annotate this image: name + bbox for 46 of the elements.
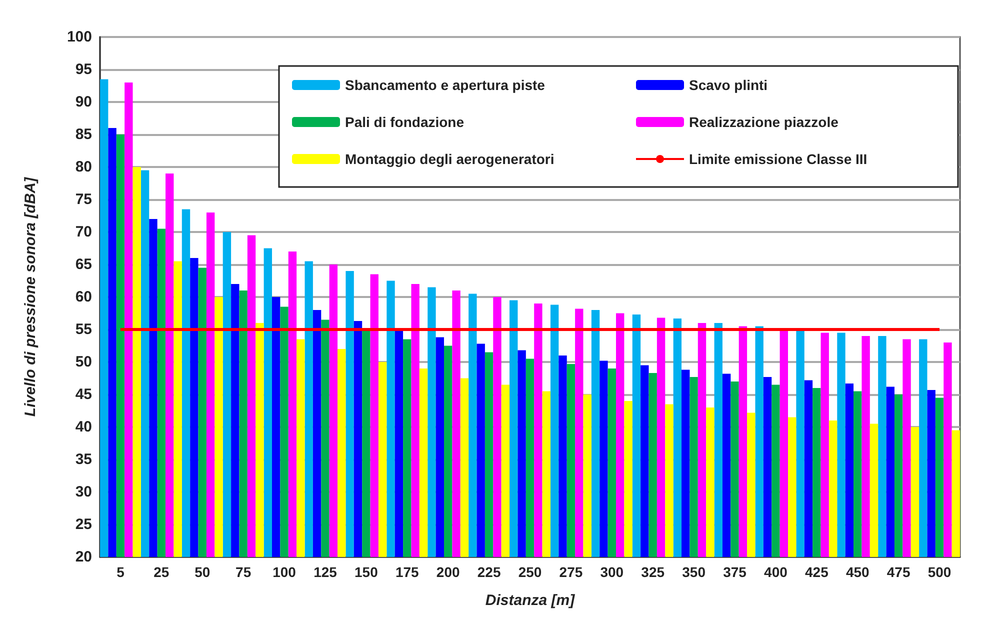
x-tick-label: 75 bbox=[236, 564, 252, 580]
x-tick-label: 175 bbox=[395, 564, 420, 580]
x-tick-label: 325 bbox=[641, 564, 665, 580]
x-tick-label: 5 bbox=[116, 564, 125, 580]
legend-label: Sbancamento e apertura piste bbox=[345, 77, 546, 93]
y-tick-label: 100 bbox=[66, 28, 92, 46]
y-tick-label: 70 bbox=[75, 224, 92, 240]
y-tick-label: 60 bbox=[75, 288, 92, 306]
y-tick-label: 90 bbox=[75, 94, 92, 110]
y-tick-label: 50 bbox=[75, 354, 92, 370]
x-tick-label: 425 bbox=[804, 564, 829, 580]
x-tick-label: 350 bbox=[682, 564, 706, 580]
y-tick-label: 80 bbox=[75, 158, 92, 176]
x-tick-label: 475 bbox=[886, 564, 910, 580]
x-tick-label: 275 bbox=[559, 564, 583, 580]
legend-label: Montaggio degli aerogeneratori bbox=[345, 151, 554, 167]
y-tick-label: 20 bbox=[75, 548, 92, 566]
x-tick-label: 500 bbox=[928, 564, 952, 580]
x-tick-label: 50 bbox=[194, 564, 210, 580]
x-tick-label: 125 bbox=[314, 564, 338, 580]
y-tick-label: 95 bbox=[75, 61, 92, 78]
x-axis-title: Distanza [m] bbox=[485, 592, 576, 609]
y-tick-label: 65 bbox=[75, 256, 92, 273]
x-tick-label: 375 bbox=[723, 564, 747, 580]
y-tick-label: 30 bbox=[75, 484, 92, 500]
legend-label: Scavo plinti bbox=[689, 77, 768, 93]
legend-label: Realizzazione piazzole bbox=[689, 114, 839, 130]
x-tick-label: 400 bbox=[764, 564, 788, 580]
x-tick-label: 100 bbox=[272, 564, 296, 580]
legend-label: Pali di fondazione bbox=[345, 114, 464, 130]
x-tick-label: 150 bbox=[354, 564, 378, 580]
y-tick-label: 85 bbox=[75, 126, 92, 143]
x-tick-label: 450 bbox=[846, 564, 870, 580]
y-tick-label: 45 bbox=[75, 386, 92, 403]
y-tick-label: 40 bbox=[75, 418, 92, 436]
y-tick-label: 75 bbox=[75, 191, 92, 208]
x-tick-label: 250 bbox=[518, 564, 542, 580]
legend-label: Limite emissione Classe III bbox=[689, 151, 868, 167]
x-tick-label: 225 bbox=[477, 564, 501, 580]
x-tick-label: 200 bbox=[436, 564, 460, 580]
y-axis-title: Livello di pressione sonora [dBA] bbox=[22, 176, 39, 417]
x-tick-label: 300 bbox=[600, 564, 624, 580]
y-tick-label: 55 bbox=[75, 321, 92, 338]
y-tick-label: 35 bbox=[75, 451, 92, 468]
x-tick-label: 25 bbox=[154, 564, 170, 580]
y-tick-label: 25 bbox=[75, 516, 92, 533]
